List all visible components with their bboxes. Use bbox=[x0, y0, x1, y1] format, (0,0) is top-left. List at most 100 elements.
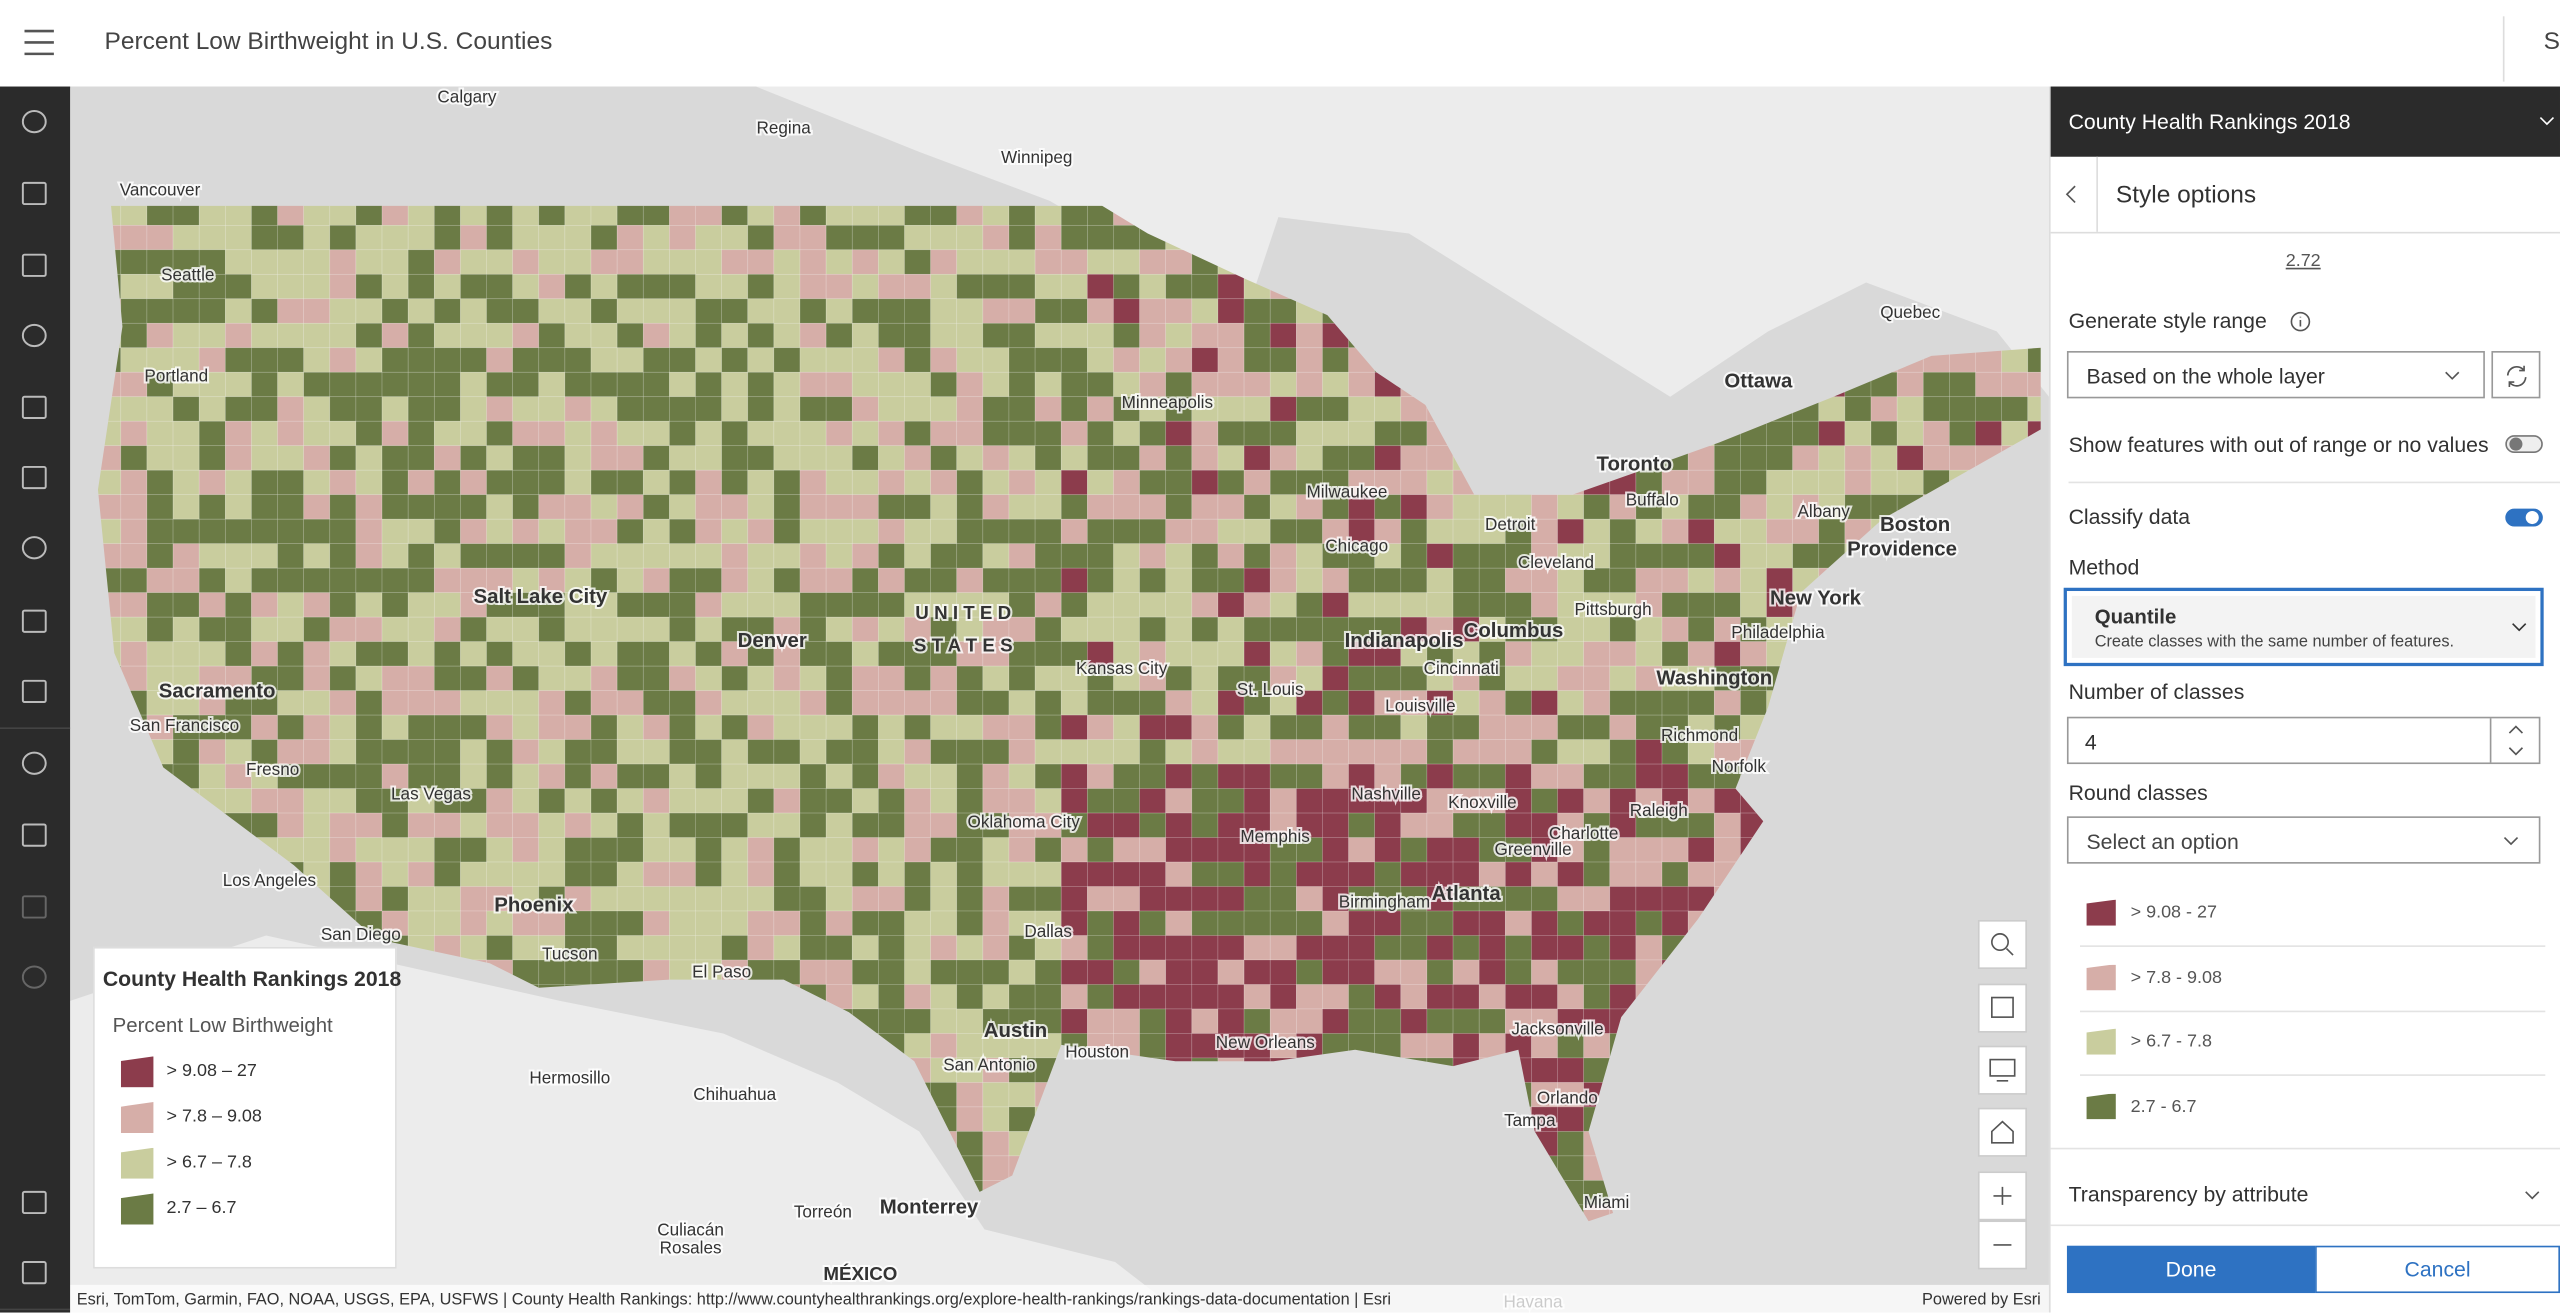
classes-input[interactable]: 4 bbox=[2066, 716, 2541, 765]
county bbox=[1295, 910, 1323, 936]
county bbox=[642, 910, 670, 936]
county bbox=[590, 518, 618, 544]
county bbox=[1060, 861, 1088, 887]
county bbox=[956, 690, 984, 716]
sidebar-button[interactable] bbox=[0, 1261, 71, 1311]
county bbox=[512, 935, 540, 961]
county bbox=[904, 543, 931, 569]
county bbox=[224, 371, 252, 398]
method-select[interactable]: Quantile Create classes with the same nu… bbox=[2063, 587, 2544, 667]
county bbox=[1087, 690, 1114, 716]
sidebar-button[interactable] bbox=[21, 110, 47, 134]
county bbox=[1165, 1033, 1193, 1059]
info-icon[interactable] bbox=[2289, 310, 2312, 333]
county bbox=[1426, 788, 1454, 814]
county bbox=[616, 371, 644, 398]
county bbox=[1766, 518, 1793, 544]
county bbox=[512, 837, 540, 863]
county bbox=[1740, 543, 1767, 569]
county bbox=[1740, 641, 1767, 667]
county bbox=[1348, 396, 1376, 422]
county bbox=[721, 665, 749, 691]
class-label: > 9.08 - 27 bbox=[2130, 902, 2217, 923]
county bbox=[1687, 469, 1715, 496]
county bbox=[1087, 371, 1114, 398]
county bbox=[172, 592, 200, 618]
county bbox=[512, 739, 540, 765]
menu-button[interactable] bbox=[23, 28, 56, 57]
city-label: Greenville bbox=[1495, 839, 1572, 859]
out-of-range-toggle[interactable] bbox=[2504, 434, 2543, 454]
county bbox=[904, 396, 931, 422]
header-right[interactable]: Si bbox=[2543, 27, 2560, 56]
county bbox=[1087, 714, 1114, 740]
zoom-out[interactable] bbox=[1977, 1220, 2027, 1270]
county bbox=[303, 543, 331, 569]
sidebar-button[interactable] bbox=[21, 253, 47, 277]
county bbox=[1165, 543, 1193, 569]
city-label: Denver bbox=[738, 630, 807, 652]
county bbox=[982, 1131, 1010, 1157]
county bbox=[1087, 984, 1114, 1010]
county bbox=[1635, 543, 1663, 569]
sidebar-button[interactable] bbox=[21, 965, 47, 989]
fullscreen-button[interactable] bbox=[1977, 1045, 2027, 1095]
basemap-button[interactable] bbox=[1977, 983, 2027, 1033]
sidebar-button[interactable] bbox=[21, 323, 47, 348]
county bbox=[956, 249, 984, 275]
collapse-icon[interactable] bbox=[2539, 114, 2555, 127]
county bbox=[172, 641, 200, 667]
classify-toggle[interactable] bbox=[2504, 508, 2543, 528]
county bbox=[825, 224, 853, 251]
search-button[interactable] bbox=[1977, 919, 2027, 969]
county bbox=[251, 543, 278, 569]
back-button[interactable] bbox=[2065, 184, 2078, 204]
county bbox=[460, 298, 487, 324]
county bbox=[1583, 739, 1611, 765]
county bbox=[616, 224, 644, 251]
county bbox=[799, 812, 827, 838]
cancel-button[interactable]: Cancel bbox=[2315, 1245, 2560, 1294]
sidebar-button[interactable] bbox=[21, 609, 47, 633]
county bbox=[486, 641, 513, 667]
sidebar-button[interactable] bbox=[21, 181, 47, 206]
county bbox=[198, 273, 226, 300]
county bbox=[616, 592, 644, 618]
county bbox=[1400, 543, 1428, 569]
county bbox=[1165, 641, 1193, 667]
county bbox=[1165, 322, 1193, 349]
county bbox=[120, 322, 148, 349]
sidebar-button[interactable] bbox=[0, 679, 71, 729]
county bbox=[172, 518, 200, 544]
sidebar-button[interactable] bbox=[21, 1190, 47, 1215]
county bbox=[146, 396, 174, 422]
county bbox=[1687, 543, 1715, 569]
value-link[interactable]: 2.72 bbox=[2285, 251, 2321, 272]
refresh-button[interactable] bbox=[2491, 351, 2541, 399]
sidebar-button[interactable] bbox=[21, 465, 47, 490]
county bbox=[1139, 347, 1167, 373]
county bbox=[956, 298, 984, 324]
county bbox=[460, 249, 487, 275]
sidebar-button[interactable] bbox=[21, 751, 47, 775]
zoom-in[interactable] bbox=[1977, 1171, 2027, 1221]
county bbox=[590, 396, 618, 422]
county bbox=[172, 371, 200, 398]
county bbox=[1661, 714, 1689, 740]
sidebar-button[interactable] bbox=[21, 823, 47, 847]
county bbox=[695, 494, 722, 520]
sidebar-button[interactable] bbox=[21, 536, 47, 560]
transparency-label[interactable]: Transparency by attribute bbox=[2068, 1182, 2309, 1207]
home-button[interactable] bbox=[1977, 1107, 2027, 1157]
sidebar-button[interactable] bbox=[21, 395, 47, 419]
county bbox=[642, 567, 670, 593]
sidebar-button[interactable] bbox=[21, 895, 47, 919]
county bbox=[1609, 739, 1637, 765]
done-button[interactable]: Done bbox=[2066, 1245, 2316, 1294]
round-select[interactable]: Select an option bbox=[2066, 816, 2541, 864]
county bbox=[1165, 690, 1193, 716]
generate-select[interactable]: Based on the whole layer bbox=[2066, 351, 2485, 399]
county bbox=[251, 641, 278, 667]
county bbox=[1008, 224, 1036, 251]
spinner[interactable] bbox=[2506, 723, 2526, 759]
